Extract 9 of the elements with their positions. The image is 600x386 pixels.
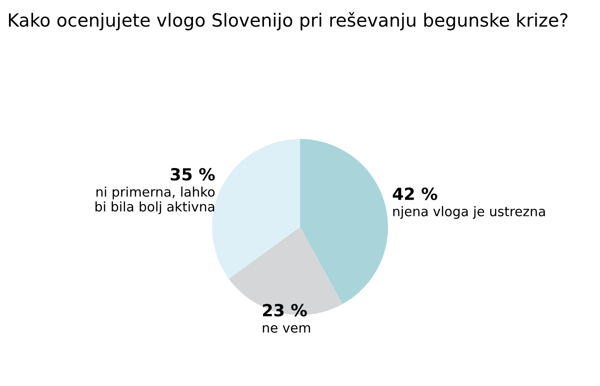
data-label: 35 % [170,168,215,181]
data-label: 23 % [263,304,307,316]
slice-label: ni primerna, lahko bi bila bolj aktivna [96,186,215,214]
slice-label: ne vem [262,325,310,333]
pie-slice [228,226,342,315]
slice-label: njena vloga je ustrezna [393,206,545,219]
chart-title: Kako ocenjujete vlogo Slovenijo pri reševanju begunske krize? [8,12,568,30]
data-label: 42 % [392,187,438,200]
pie-slice [300,138,388,304]
